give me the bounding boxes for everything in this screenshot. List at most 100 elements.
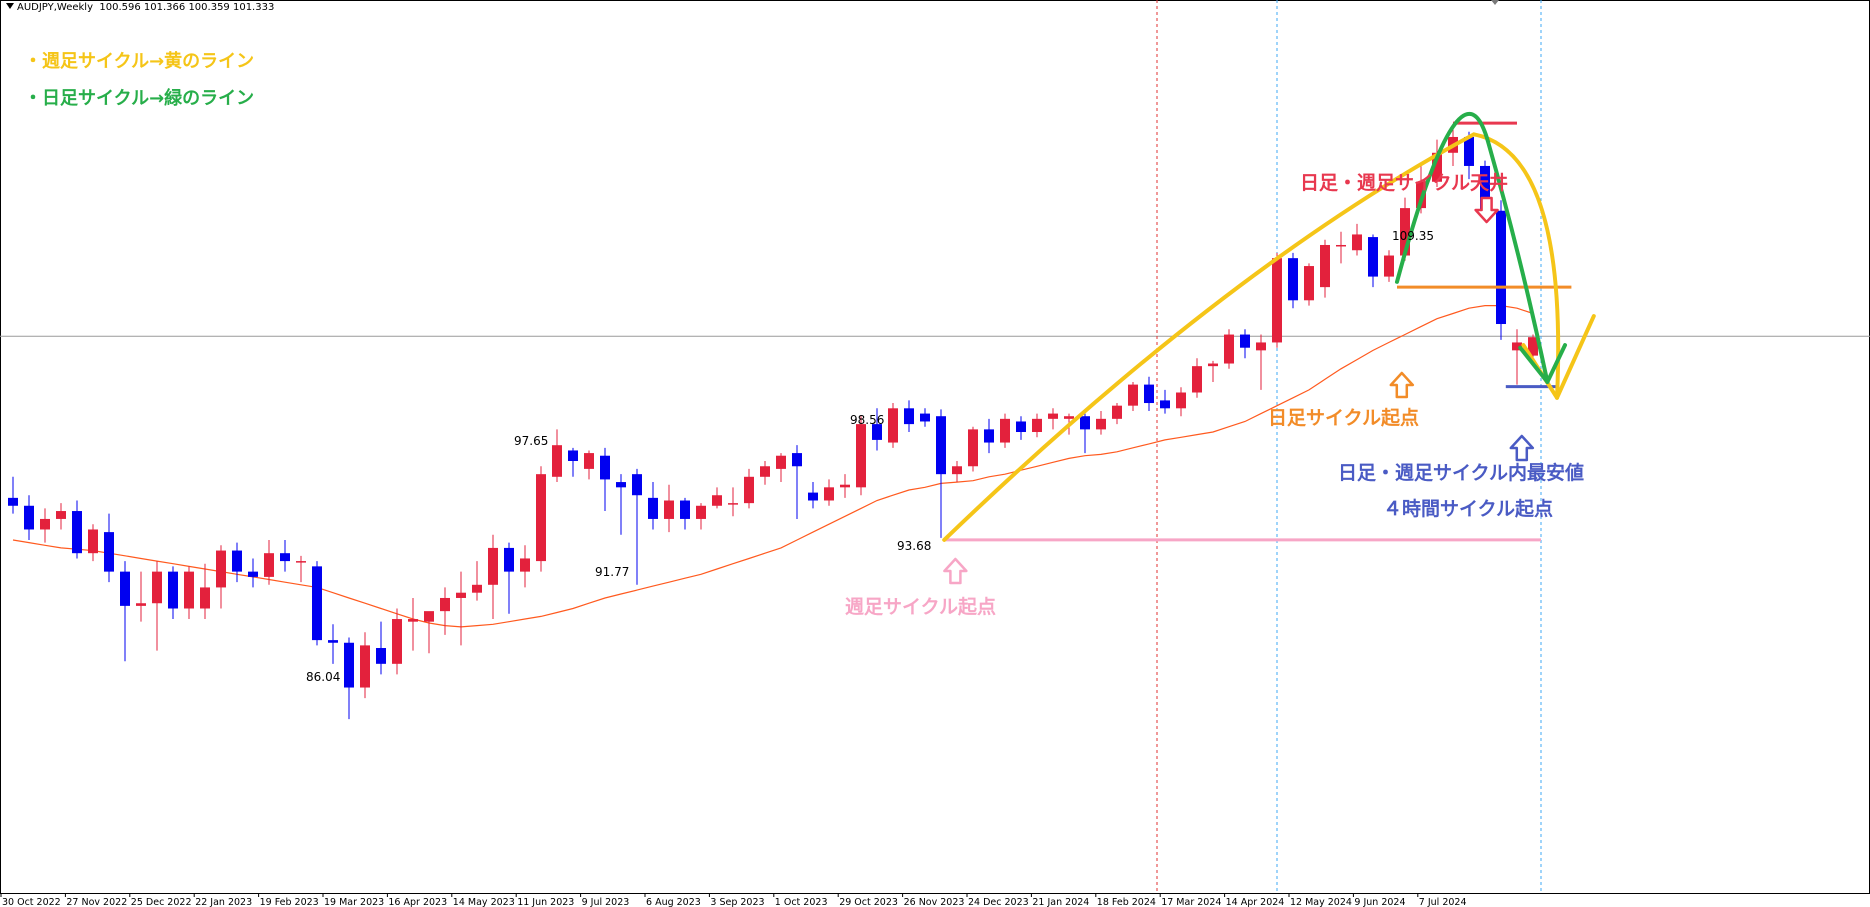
- candle-body: [1128, 384, 1138, 406]
- candle-body: [856, 424, 866, 488]
- candle: [1096, 410, 1106, 435]
- candle-body: [1240, 334, 1250, 348]
- candle: [488, 534, 498, 620]
- candle: [1336, 231, 1346, 264]
- candle: [1320, 239, 1330, 298]
- candle: [1352, 223, 1362, 256]
- candle-body: [520, 558, 530, 572]
- candle: [952, 460, 962, 483]
- candle-body: [200, 587, 210, 609]
- candle: [1496, 200, 1506, 340]
- candle-body: [296, 561, 306, 563]
- candle: [24, 495, 34, 541]
- price-label-low-93: 93.68: [897, 539, 932, 553]
- x-tick-label: 24 Dec 2023: [968, 897, 1029, 907]
- candle-body: [664, 500, 674, 519]
- candle: [808, 482, 818, 509]
- candle: [1288, 252, 1298, 309]
- candle-body: [1496, 210, 1506, 325]
- x-tick-label: 17 Mar 2024: [1161, 897, 1221, 907]
- x-tick-label: 30 Oct 2022: [2, 897, 61, 907]
- candle-body: [536, 474, 546, 562]
- x-tick-label: 21 Jan 2024: [1032, 897, 1089, 907]
- candle-body: [1224, 334, 1234, 364]
- candle: [792, 445, 802, 519]
- candle-body: [328, 640, 338, 643]
- candle: [120, 561, 130, 662]
- candle: [1272, 252, 1282, 348]
- candle-body: [104, 532, 114, 572]
- candle: [680, 497, 690, 530]
- candle: [552, 429, 562, 483]
- candle-body: [344, 642, 354, 688]
- candle-body: [376, 648, 386, 664]
- candle-body: [568, 450, 578, 461]
- candle: [296, 555, 306, 583]
- x-tick-label: 12 May 2024: [1290, 897, 1352, 907]
- candle-body: [456, 592, 466, 598]
- candle: [504, 542, 514, 614]
- weekly-cycle-curve: [942, 132, 1561, 542]
- x-tick-label: 26 Nov 2023: [904, 897, 965, 907]
- x-tick-label: 3 Sep 2023: [710, 897, 764, 907]
- candle-body: [632, 474, 642, 496]
- candle-body: [1336, 244, 1346, 247]
- candle-body: [360, 645, 370, 688]
- candle-body: [1352, 234, 1362, 251]
- candle-body: [968, 429, 978, 467]
- candle-body: [1400, 208, 1410, 256]
- candle: [824, 479, 834, 506]
- candle-body: [216, 550, 226, 588]
- candle-body: [152, 571, 162, 604]
- green-arrowhead-icon: [1518, 343, 1567, 384]
- candle: [968, 426, 978, 472]
- x-tick-label: 27 Nov 2022: [66, 897, 127, 907]
- candle-body: [168, 571, 178, 609]
- candle: [888, 403, 898, 448]
- candle-body: [1288, 258, 1298, 301]
- candle-body: [952, 466, 962, 475]
- candle: [264, 540, 274, 585]
- annotation-daily-start: 日足サイクル起点: [1268, 407, 1420, 429]
- candle: [1000, 413, 1010, 448]
- candle: [856, 416, 866, 496]
- candle: [536, 466, 546, 572]
- candle-body: [552, 445, 562, 477]
- x-tick-label: 16 Apr 2023: [388, 897, 447, 907]
- candle: [696, 503, 706, 530]
- symbol-label: AUDJPY,Weekly: [17, 2, 94, 13]
- x-tick-label: 25 Dec 2022: [131, 897, 192, 907]
- candle-body: [1432, 152, 1442, 182]
- price-label-low-86: 86.04: [306, 670, 341, 684]
- candle-body: [1528, 337, 1538, 356]
- annotation-drawings: [942, 0, 1596, 585]
- annotation-h4-start: ４時間サイクル起点: [1383, 498, 1554, 520]
- dropdown-triangle-icon[interactable]: [6, 3, 14, 9]
- candle: [1128, 381, 1138, 411]
- candle: [312, 561, 322, 646]
- candle-body: [1272, 258, 1282, 343]
- moving-average-line: [12, 305, 1534, 628]
- candle-body: [264, 553, 274, 577]
- candle: [584, 450, 594, 480]
- candle-body: [888, 408, 898, 443]
- candle-body: [792, 453, 802, 467]
- candle-body: [392, 619, 402, 664]
- candle-body: [744, 476, 754, 504]
- candle-body: [248, 571, 258, 577]
- candle: [392, 608, 402, 675]
- candle: [216, 545, 226, 609]
- blue-up-arrow-icon: [1509, 434, 1535, 462]
- candle: [328, 624, 338, 664]
- candle: [72, 500, 82, 559]
- candle: [104, 513, 114, 583]
- red-down-arrow-icon: [1474, 196, 1499, 224]
- candle: [1512, 329, 1522, 385]
- daily-cycle-curve: [1395, 111, 1550, 384]
- candle-body: [1368, 237, 1378, 277]
- candle-body: [872, 424, 882, 440]
- candle-body: [776, 455, 786, 469]
- candle-body: [1000, 418, 1010, 443]
- candle: [280, 540, 290, 572]
